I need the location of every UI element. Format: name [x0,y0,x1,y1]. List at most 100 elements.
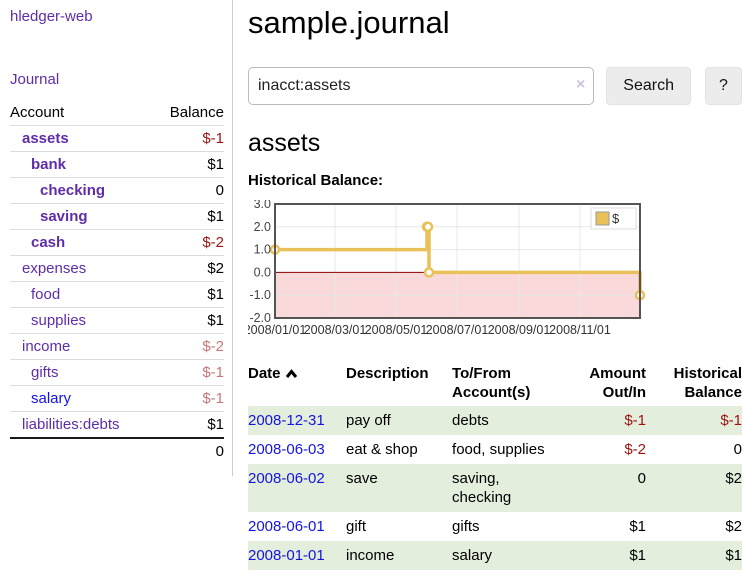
tofrom-header: To/From Account(s) [452,365,531,401]
transaction-date-link[interactable]: 2008-06-02 [248,470,325,487]
svg-text:2008/11/01: 2008/11/01 [549,323,611,337]
accounts-total-value: 0 [215,443,224,460]
account-link-liabilities-debts[interactable]: liabilities:debts [22,416,120,433]
transaction-date-link[interactable]: 2008-06-01 [248,518,325,535]
account-link-checking[interactable]: checking [40,182,106,199]
search-button[interactable]: Search [606,67,691,105]
account-link-food[interactable]: food [31,286,61,303]
account-balance: $1 [207,208,224,225]
transaction-description: gift [345,518,366,535]
svg-text:1.0: 1.0 [254,243,271,257]
account-balance: $2 [207,260,224,277]
transaction-balance: $2 [725,518,742,535]
historical-balance-chart: $3.0 2.0 1.0 0.0 -1.0 -2.0 2008/01/01 2008/03/0… [248,200,742,348]
accounts-table: Account Balance assets $-1 bank $1 check… [10,100,224,464]
date-sort-header[interactable]: Date [248,362,346,406]
account-balance: 0 [215,182,224,199]
register-row: 2008-06-01 gift gifts $1 $2 [248,512,742,541]
account-link-supplies[interactable]: supplies [31,312,87,329]
account-row: gifts $-1 [10,359,224,386]
page-title: sample.journal [248,5,450,40]
account-link-income[interactable]: income [22,338,71,355]
transaction-accounts: debts [452,412,489,429]
transaction-amount: $1 [629,518,646,535]
svg-text:2008/07/01: 2008/07/01 [426,323,489,337]
sort-ascending-icon [285,365,298,384]
account-link-cash[interactable]: cash [31,234,66,251]
register-row: 2008-01-01 income salary $1 $1 [248,541,742,570]
account-row: cash $-2 [10,229,224,256]
search-form: × Search ? [248,67,742,105]
account-link-gifts[interactable]: gifts [31,364,59,381]
account-heading: assets [248,129,321,157]
accounts-table-header: Account Balance [10,100,224,126]
help-button[interactable]: ? [705,67,742,105]
account-balance: $-1 [202,130,224,147]
account-link-expenses[interactable]: expenses [22,260,87,277]
account-balance: $-1 [202,390,224,407]
transaction-date-link[interactable]: 2008-06-03 [248,441,325,458]
svg-text:0.0: 0.0 [254,265,271,279]
register-row: 2008-06-03 eat & shop food, supplies $-2… [248,435,742,464]
account-balance: $1 [207,156,224,173]
search-input[interactable] [248,67,595,105]
register-header-row: Date Description To/From Account(s) Amou… [248,362,742,406]
balance-column-header: Balance [169,104,224,121]
transaction-amount: $-2 [624,441,646,458]
svg-text:2008/09/01: 2008/09/01 [488,323,551,337]
account-link-assets[interactable]: assets [22,130,69,147]
account-row: food $1 [10,281,224,308]
account-row: expenses $2 [10,255,224,282]
amount-header: Amount Out/In [589,365,646,401]
account-link-bank[interactable]: bank [31,156,67,173]
svg-text:2008/05/01: 2008/05/01 [365,323,428,337]
accounts-total-row: 0 [10,438,224,464]
register-row: 2008-06-02 save saving, checking 0 $2 [248,464,742,512]
transaction-description: save [345,470,378,487]
main-content: sample.journal × Search ? assets Histori… [248,0,742,570]
account-row: saving $1 [10,203,224,230]
account-link-salary[interactable]: salary [31,390,72,407]
transaction-balance: 0 [733,441,742,458]
app-brand-link[interactable]: hledger-web [10,8,93,25]
svg-text:2008/01/01: 2008/01/01 [248,323,306,337]
sidebar-item-journal[interactable]: Journal [10,71,60,88]
transaction-description: eat & shop [345,441,418,458]
account-balance: $-1 [202,364,224,381]
transaction-accounts: salary [452,547,493,564]
clear-search-icon[interactable]: × [575,76,586,93]
accounts-column-header: Account [10,104,65,121]
transaction-amount: 0 [637,470,646,487]
description-header: Description [345,365,429,382]
transaction-balance: $2 [725,470,742,487]
transaction-balance: $-1 [720,412,742,429]
svg-text:2008/03/01: 2008/03/01 [304,323,367,337]
svg-text:3.0: 3.0 [254,200,271,211]
svg-text:2.0: 2.0 [254,220,271,234]
transaction-description: pay off [345,412,391,429]
account-row: income $-2 [10,333,224,360]
account-balance: $-2 [202,234,224,251]
sidebar: hledger-web Journal Account Balance asse… [0,0,233,476]
account-balance: $1 [207,312,224,329]
account-row: assets $-1 [10,125,224,152]
register-row: 2008-12-31 pay off debts $-1 $-1 [248,406,742,435]
svg-text:$: $ [612,211,620,226]
transaction-description: income [345,547,395,564]
account-balance: $-2 [202,338,224,355]
transaction-amount: $1 [629,547,646,564]
transaction-accounts: saving, checking [452,470,512,506]
transaction-date-link[interactable]: 2008-12-31 [248,412,325,429]
account-link-saving[interactable]: saving [40,208,88,225]
historical-balance-heading: Historical Balance: [248,172,384,189]
account-row: supplies $1 [10,307,224,334]
svg-text:-2.0: -2.0 [249,311,271,325]
account-row: checking 0 [10,177,224,204]
transaction-accounts: food, supplies [452,441,545,458]
transaction-accounts: gifts [452,518,480,535]
account-balance: $1 [207,416,224,433]
account-row: liabilities:debts $1 [10,411,224,439]
balance-header: Historical Balance [673,365,742,401]
transaction-date-link[interactable]: 2008-01-01 [248,547,325,564]
svg-text:-1.0: -1.0 [249,288,271,302]
